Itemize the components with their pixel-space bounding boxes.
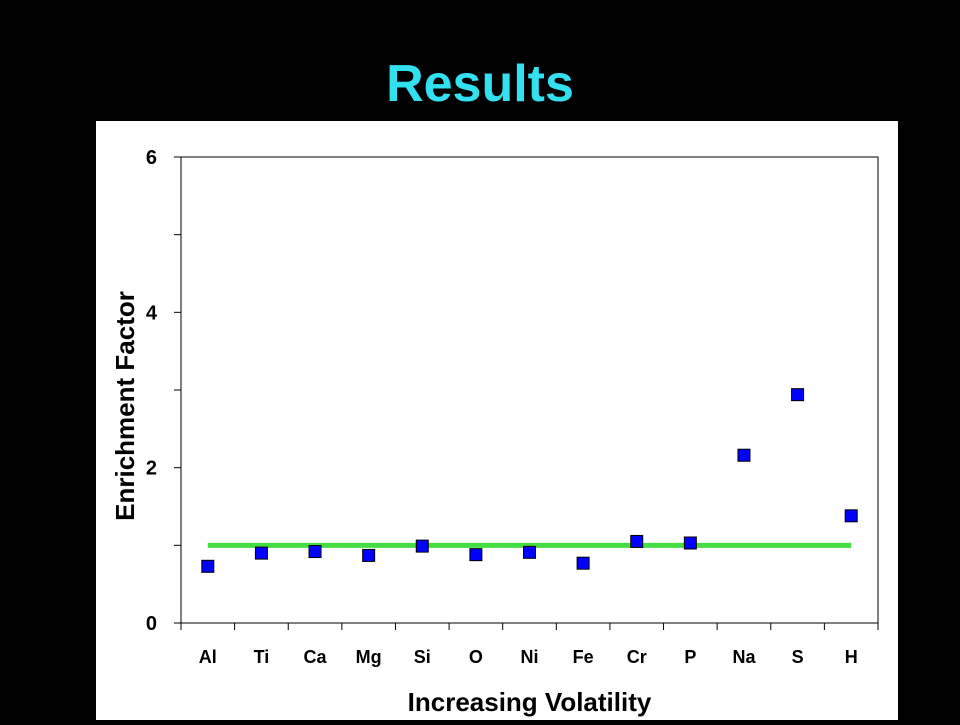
data-point (844, 509, 858, 523)
scatter-chart: 0 2 4 6 Al Ti Ca Mg Si O Ni Fe Cr P Na S H Increasing Vol… (110, 147, 879, 717)
x-tick-label: H (845, 647, 858, 667)
y-tick-label: 6 (146, 147, 157, 169)
y-tick-label: 0 (146, 613, 157, 635)
x-tick-label: Cr (627, 647, 647, 667)
x-tick-label: Al (199, 647, 217, 667)
x-tick-label: Si (414, 647, 431, 667)
data-point (362, 548, 376, 562)
data-point (415, 539, 429, 553)
data-point (737, 448, 751, 462)
x-tick-label: Fe (573, 647, 594, 667)
data-point (469, 548, 483, 562)
axes (174, 156, 879, 630)
axis-labels: 0 2 4 6 Al Ti Ca Mg Si O Ni Fe Cr P Na S H Increasing Vol… (110, 147, 858, 717)
slide-title: Results (386, 55, 574, 113)
x-tick-label: S (792, 647, 804, 667)
x-tick-label: Ca (304, 647, 328, 667)
data-point (576, 556, 590, 570)
data-point (201, 559, 215, 573)
y-axis-title: Enrichment Factor (110, 291, 140, 521)
x-tick-label: Na (732, 647, 756, 667)
x-tick-label: Ni (521, 647, 539, 667)
data-point (308, 545, 322, 559)
x-axis-title: Increasing Volatility (408, 687, 652, 717)
chart-panel: 0 2 4 6 Al Ti Ca Mg Si O Ni Fe Cr P Na S H Increasing Vol… (96, 121, 898, 720)
x-tick-label: Mg (356, 647, 382, 667)
data-point (683, 536, 697, 550)
x-tick-label: O (469, 647, 483, 667)
x-tick-label: Ti (254, 647, 270, 667)
data-point (523, 545, 536, 559)
data-point (630, 534, 644, 548)
y-tick-label: 4 (146, 302, 158, 324)
y-tick-label: 2 (146, 458, 157, 480)
x-tick-label: P (684, 647, 696, 667)
data-point (254, 546, 268, 560)
data-point (791, 388, 805, 402)
data-points (201, 388, 858, 573)
